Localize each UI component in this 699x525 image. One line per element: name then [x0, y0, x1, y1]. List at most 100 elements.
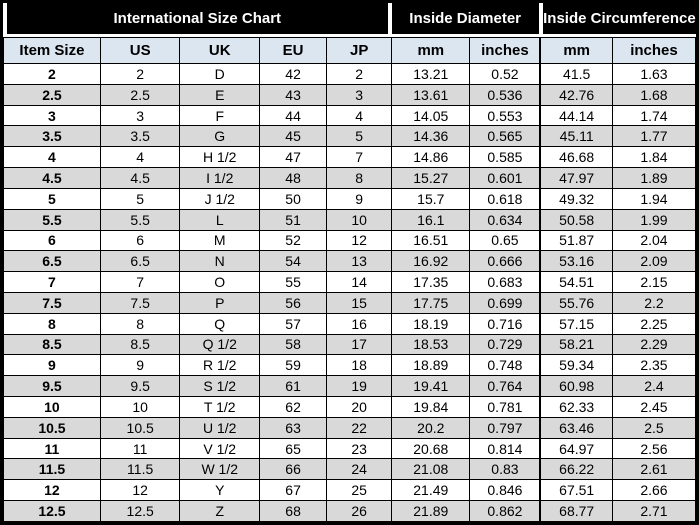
table-row: 6.5 6.5 N 54 13 16.92 0.666 53.16 2.09 [3, 250, 696, 273]
column-header-item-size: Item Size [3, 37, 101, 64]
circumference-inches-cell: 1.89 [611, 167, 696, 189]
jp-size-cell: 23 [326, 437, 393, 460]
uk-size-cell: U 1/2 [179, 416, 261, 439]
table-row: 10 10 T 1/2 62 20 19.84 0.781 62.33 2.45 [3, 396, 696, 418]
uk-size-cell: T 1/2 [179, 396, 261, 418]
jp-size-cell: 7 [326, 146, 393, 169]
uk-size-cell: Z [179, 500, 261, 522]
table-row: 9.5 9.5 S 1/2 61 19 19.41 0.764 60.98 2.… [3, 375, 696, 397]
circumference-mm-cell: 64.97 [539, 437, 613, 460]
diameter-inches-cell: 0.601 [469, 167, 541, 189]
uk-size-cell: R 1/2 [179, 354, 261, 377]
us-size-cell: 3 [99, 104, 181, 127]
item-size-cell: 8 [3, 312, 101, 335]
circumference-inches-cell: 2.56 [611, 437, 696, 460]
circumference-inches-cell: 1.68 [611, 83, 696, 106]
circumference-mm-cell: 66.22 [539, 458, 613, 481]
diameter-mm-cell: 14.36 [391, 125, 471, 148]
uk-size-cell: F [179, 104, 261, 127]
circumference-mm-cell: 50.58 [539, 208, 613, 231]
item-size-cell: 6.5 [3, 250, 101, 273]
table-row: 10.5 10.5 U 1/2 63 22 20.2 0.797 63.46 2… [3, 416, 696, 439]
diameter-mm-cell: 13.21 [391, 63, 471, 85]
uk-size-cell: D [179, 63, 261, 85]
uk-size-cell: O [179, 271, 261, 293]
diameter-mm-cell: 15.27 [391, 167, 471, 189]
circumference-mm-cell: 44.14 [539, 104, 613, 127]
diameter-inches-cell: 0.814 [469, 437, 541, 460]
diameter-inches-cell: 0.862 [469, 500, 541, 522]
table-row: 7 7 O 55 14 17.35 0.683 54.51 2.15 [3, 271, 696, 293]
jp-size-cell: 18 [326, 354, 393, 377]
item-size-cell: 3.5 [3, 125, 101, 148]
circumference-inches-cell: 1.99 [611, 208, 696, 231]
jp-size-cell: 9 [326, 187, 393, 210]
eu-size-cell: 50 [259, 187, 328, 210]
diameter-inches-cell: 0.65 [469, 229, 541, 252]
us-size-cell: 8.5 [99, 333, 181, 356]
column-header-eu: EU [259, 37, 328, 64]
item-size-cell: 9 [3, 354, 101, 377]
diameter-inches-cell: 0.699 [469, 291, 541, 314]
diameter-inches-cell: 0.729 [469, 333, 541, 356]
column-header-diameter-inches: inches [469, 37, 541, 64]
circumference-inches-cell: 1.94 [611, 187, 696, 210]
jp-size-cell: 5 [326, 125, 393, 148]
item-size-cell: 2.5 [3, 83, 101, 106]
eu-size-cell: 63 [259, 416, 328, 439]
circumference-inches-cell: 2.35 [611, 354, 696, 377]
circumference-mm-cell: 47.97 [539, 167, 613, 189]
diameter-mm-cell: 16.92 [391, 250, 471, 273]
item-size-cell: 5.5 [3, 208, 101, 231]
table-row: 5 5 J 1/2 50 9 15.7 0.618 49.32 1.94 [3, 187, 696, 210]
diameter-inches-cell: 0.846 [469, 479, 541, 502]
diameter-mm-cell: 21.08 [391, 458, 471, 481]
jp-size-cell: 4 [326, 104, 393, 127]
item-size-cell: 3 [3, 104, 101, 127]
item-size-cell: 10 [3, 396, 101, 418]
jp-size-cell: 19 [326, 375, 393, 397]
item-size-cell: 12.5 [3, 500, 101, 522]
table-row: 4 4 H 1/2 47 7 14.86 0.585 46.68 1.84 [3, 146, 696, 169]
column-header-circumference-mm: mm [539, 37, 613, 64]
diameter-inches-cell: 0.83 [469, 458, 541, 481]
uk-size-cell: H 1/2 [179, 146, 261, 169]
group-header-row: International Size Chart Inside Diameter… [3, 3, 696, 37]
circumference-mm-cell: 53.16 [539, 250, 613, 273]
circumference-mm-cell: 51.87 [539, 229, 613, 252]
circumference-mm-cell: 58.21 [539, 333, 613, 356]
uk-size-cell: J 1/2 [179, 187, 261, 210]
diameter-mm-cell: 20.2 [391, 416, 471, 439]
circumference-mm-cell: 57.15 [539, 312, 613, 335]
uk-size-cell: S 1/2 [179, 375, 261, 397]
column-header-uk: UK [179, 37, 261, 64]
item-size-cell: 4.5 [3, 167, 101, 189]
circumference-inches-cell: 2.45 [611, 396, 696, 418]
item-size-cell: 9.5 [3, 375, 101, 397]
circumference-inches-cell: 1.63 [611, 63, 696, 85]
jp-size-cell: 24 [326, 458, 393, 481]
uk-size-cell: L [179, 208, 261, 231]
column-header-jp: JP [326, 37, 393, 64]
item-size-cell: 8.5 [3, 333, 101, 356]
diameter-inches-cell: 0.536 [469, 83, 541, 106]
us-size-cell: 12.5 [99, 500, 181, 522]
column-header-diameter-mm: mm [391, 37, 471, 64]
jp-size-cell: 14 [326, 271, 393, 293]
circumference-mm-cell: 67.51 [539, 479, 613, 502]
uk-size-cell: V 1/2 [179, 437, 261, 460]
table-row: 2 2 D 42 2 13.21 0.52 41.5 1.63 [3, 63, 696, 85]
item-size-cell: 7 [3, 271, 101, 293]
eu-size-cell: 62 [259, 396, 328, 418]
item-size-cell: 11.5 [3, 458, 101, 481]
eu-size-cell: 51 [259, 208, 328, 231]
diameter-mm-cell: 18.19 [391, 312, 471, 335]
jp-size-cell: 3 [326, 83, 393, 106]
us-size-cell: 6.5 [99, 250, 181, 273]
us-size-cell: 9.5 [99, 375, 181, 397]
eu-size-cell: 67 [259, 479, 328, 502]
table-row: 7.5 7.5 P 56 15 17.75 0.699 55.76 2.2 [3, 291, 696, 314]
jp-size-cell: 8 [326, 167, 393, 189]
diameter-inches-cell: 0.781 [469, 396, 541, 418]
